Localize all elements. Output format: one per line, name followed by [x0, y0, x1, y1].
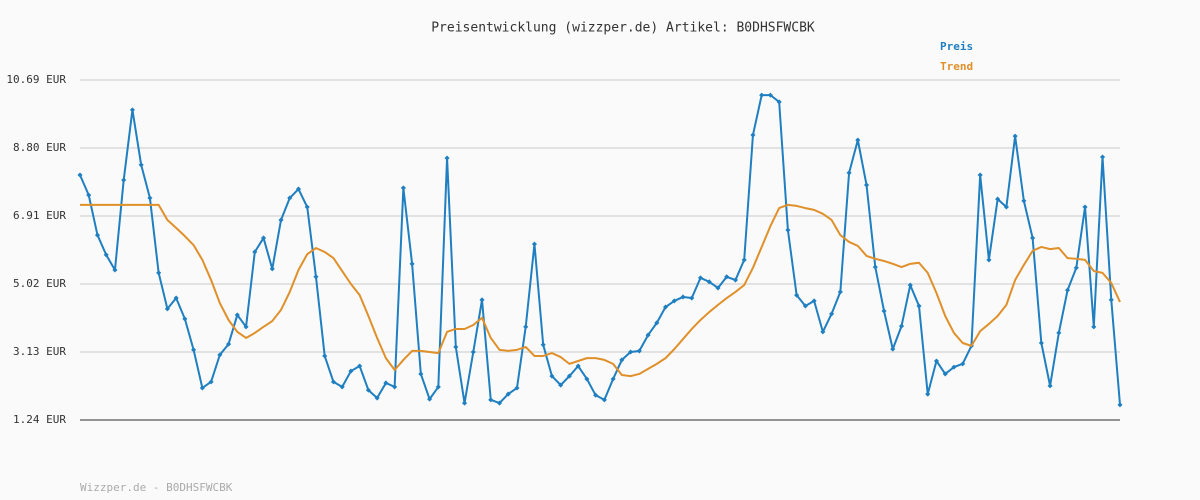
- point: [461, 400, 468, 406]
- point: [409, 261, 415, 267]
- point: [732, 277, 739, 283]
- point: [278, 217, 284, 223]
- point: [741, 257, 747, 263]
- point: [313, 274, 319, 280]
- point: [208, 379, 214, 385]
- point: [392, 384, 398, 390]
- point: [435, 384, 441, 390]
- point: [1021, 198, 1027, 204]
- point: [182, 316, 188, 322]
- point: [1099, 154, 1106, 160]
- point: [252, 249, 258, 255]
- point: [496, 400, 503, 406]
- point: [322, 353, 328, 359]
- point: [173, 295, 179, 301]
- point: [330, 379, 336, 385]
- point: [488, 397, 494, 403]
- y-tick-label: 6.91 EUR: [13, 209, 66, 222]
- chart-title: Preisentwicklung (wizzper.de) Artikel: B…: [431, 21, 815, 36]
- point: [217, 352, 223, 358]
- point: [164, 306, 170, 312]
- point: [234, 312, 240, 318]
- point: [1056, 330, 1062, 336]
- y-tick-label: 8.80 EUR: [13, 141, 66, 154]
- point: [558, 382, 564, 388]
- point: [505, 391, 511, 397]
- point: [147, 195, 153, 201]
- point: [479, 297, 485, 303]
- y-tick-label: 10.69 EUR: [6, 73, 66, 86]
- point: [601, 397, 607, 403]
- point: [837, 289, 843, 295]
- point: [287, 195, 293, 201]
- point: [112, 267, 118, 273]
- point: [977, 172, 983, 178]
- series-line: [80, 203, 1121, 378]
- point: [199, 385, 205, 391]
- point: [77, 172, 83, 178]
- point: [820, 329, 826, 335]
- point: [890, 346, 896, 352]
- point: [121, 177, 127, 183]
- point: [269, 266, 275, 272]
- point: [514, 385, 520, 391]
- point: [549, 373, 555, 379]
- point: [1082, 204, 1088, 210]
- point: [339, 384, 345, 390]
- point: [295, 186, 302, 192]
- point: [260, 235, 267, 241]
- point: [226, 341, 232, 347]
- point: [191, 347, 197, 353]
- y-tick-label: 5.02 EUR: [13, 277, 66, 290]
- point: [348, 368, 354, 374]
- point: [619, 357, 625, 363]
- legend-label: Preis: [940, 40, 973, 53]
- point: [1073, 265, 1079, 271]
- point: [156, 270, 162, 276]
- point: [1030, 235, 1036, 241]
- point: [1091, 324, 1097, 330]
- point: [383, 380, 389, 386]
- series-line: [79, 94, 1121, 405]
- legend-label: Trend: [940, 60, 973, 73]
- point: [374, 395, 380, 401]
- point: [418, 371, 424, 377]
- y-tick-label: 3.13 EUR: [13, 345, 66, 358]
- point: [1065, 287, 1071, 293]
- point: [357, 363, 363, 369]
- point: [811, 298, 817, 304]
- point: [470, 349, 476, 355]
- point: [960, 361, 966, 367]
- point: [453, 344, 459, 350]
- point: [1038, 340, 1044, 346]
- point: [872, 264, 878, 270]
- point: [1117, 402, 1123, 408]
- point: [645, 332, 651, 338]
- point: [898, 323, 905, 329]
- point: [575, 363, 581, 369]
- point: [829, 311, 835, 317]
- point: [942, 371, 948, 377]
- point: [243, 324, 249, 330]
- point: [916, 303, 922, 309]
- point: [689, 295, 695, 301]
- y-tick-label: 1.24 EUR: [13, 413, 66, 426]
- footer: Wizzper.de - B0DHSFWCBK: [80, 481, 233, 494]
- point: [1108, 297, 1114, 303]
- point: [138, 162, 144, 168]
- point: [365, 387, 371, 393]
- point: [1047, 383, 1053, 389]
- point: [427, 396, 433, 402]
- point: [593, 392, 599, 398]
